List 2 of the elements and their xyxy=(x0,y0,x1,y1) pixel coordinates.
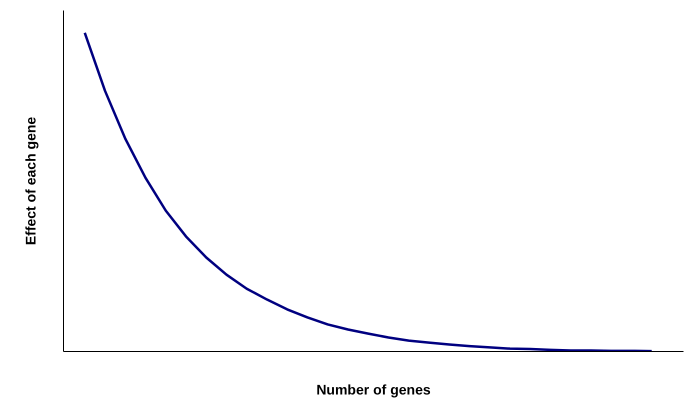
x-axis-title: Number of genes xyxy=(316,382,431,398)
y-axis-title: Effect of each gene xyxy=(22,116,38,246)
